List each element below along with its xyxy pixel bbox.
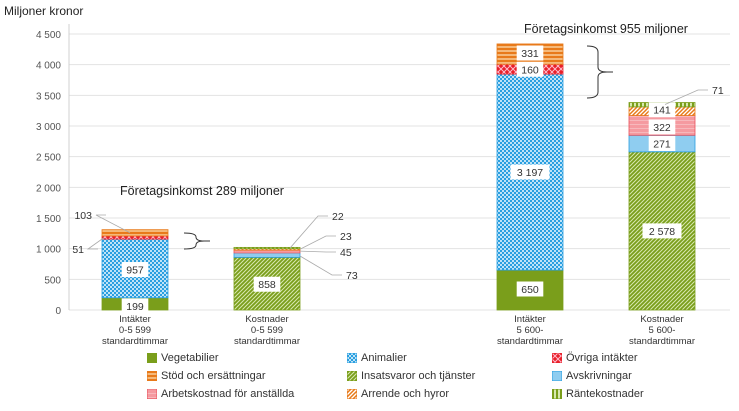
- legend-label: Övriga intäkter: [566, 352, 638, 364]
- leader-line: [299, 235, 336, 250]
- legend-item: Övriga intäkter: [552, 352, 638, 364]
- y-tick-label: 2 000: [36, 183, 61, 194]
- data-label: 957: [126, 265, 144, 277]
- leader-line: [86, 237, 105, 250]
- legend-item: Animalier: [347, 352, 407, 364]
- data-label: 160: [521, 64, 539, 76]
- data-label-box: [516, 61, 544, 77]
- x-tick-label: 5 600-: [517, 325, 544, 336]
- y-tick-label: 2 500: [36, 153, 61, 164]
- data-label-box: [648, 119, 676, 135]
- legend-label: Arbetskostnad för anställda: [161, 388, 295, 400]
- x-tick-label: standardtimmar: [629, 336, 695, 347]
- legend-item: Arrende och hyror: [347, 388, 449, 400]
- legend-swatch-icon: [347, 353, 357, 363]
- data-label: 271: [653, 138, 671, 150]
- legend-swatch-icon: [552, 353, 562, 363]
- bar-segment: [233, 252, 301, 258]
- legend-swatch-icon: [147, 371, 157, 381]
- legend-label: Stöd och ersättningar: [161, 370, 266, 382]
- leader-line: [95, 214, 131, 234]
- data-label: 858: [258, 279, 276, 291]
- legend-item: Räntekostnader: [552, 388, 644, 400]
- x-tick-label: 5 600-: [649, 325, 676, 336]
- x-tick-label: Kostnader: [640, 314, 683, 325]
- data-label-box: [121, 298, 149, 314]
- data-label: 322: [653, 122, 671, 134]
- y-tick-label: 3 500: [36, 91, 61, 102]
- legend-label: Insatsvaror och tjänster: [361, 370, 476, 382]
- data-label-box: [516, 45, 544, 61]
- bar-segment: [233, 246, 301, 250]
- data-label: 22: [332, 211, 344, 223]
- legend-swatch-icon: [347, 389, 357, 399]
- x-tick-label: Intäkter: [514, 314, 546, 325]
- data-label: 199: [126, 301, 144, 313]
- legend-item: Vegetabilier: [147, 352, 219, 364]
- y-tick-label: 4 000: [36, 61, 61, 72]
- legend-item: Arbetskostnad för anställda: [147, 388, 294, 400]
- brace-icon: [586, 45, 613, 99]
- y-tick-label: 3 000: [36, 122, 61, 133]
- legend-item: Avskrivningar: [552, 370, 632, 382]
- data-label-box: [648, 102, 676, 118]
- data-label: 71: [712, 85, 724, 97]
- data-label-box: [648, 135, 676, 151]
- data-label: 51: [72, 244, 84, 256]
- legend-swatch-icon: [347, 371, 357, 381]
- y-tick-label: 500: [44, 275, 61, 286]
- legend-label: Animalier: [361, 352, 407, 364]
- x-tick-label: Kostnader: [245, 314, 288, 325]
- legend-item: Stöd och ersättningar: [147, 370, 266, 382]
- x-tick-label: 0-5 599: [251, 325, 283, 336]
- data-label: 650: [521, 284, 539, 296]
- legend-label: Vegetabilier: [161, 352, 219, 364]
- data-label-box: [121, 262, 149, 278]
- x-tick-label: standardtimmar: [234, 336, 300, 347]
- y-tick-label: 1 500: [36, 214, 61, 225]
- annotation-text: Företagsinkomst 289 miljoner: [120, 184, 284, 198]
- y-tick-label: 0: [55, 306, 61, 317]
- legend-swatch-icon: [147, 353, 157, 363]
- legend-swatch-icon: [552, 371, 562, 381]
- bar-segment: [233, 249, 301, 254]
- legend-swatch-icon: [552, 389, 562, 399]
- leader-line: [299, 255, 342, 276]
- legend-label: Räntekostnader: [566, 388, 644, 400]
- data-label-box: [642, 223, 682, 239]
- data-label: 103: [74, 210, 92, 222]
- data-label: 2 578: [649, 226, 675, 238]
- bar-segment: [101, 235, 169, 240]
- data-label-box: [516, 281, 544, 297]
- x-tick-label: 0-5 599: [119, 325, 151, 336]
- data-label: 45: [340, 247, 352, 259]
- y-tick-label: 4 500: [36, 30, 61, 41]
- x-tick-label: standardtimmar: [497, 336, 563, 347]
- legend-item: Insatsvaror och tjänster: [347, 370, 475, 382]
- legend-label: Avskrivningar: [566, 370, 632, 382]
- x-tick-label: standardtimmar: [102, 336, 168, 347]
- leader-line: [289, 215, 328, 249]
- data-label: 141: [653, 105, 671, 117]
- leader-line: [299, 250, 336, 253]
- leader-line: [664, 89, 708, 105]
- legend-label: Arrende och hyror: [361, 388, 450, 400]
- annotation-text: Företagsinkomst 955 miljoner: [524, 22, 688, 36]
- data-label: 3 197: [517, 167, 543, 179]
- brace-icon: [183, 232, 210, 250]
- bar-segment: [101, 229, 169, 237]
- x-tick-label: Intäkter: [119, 314, 151, 325]
- y-tick-label: 1 000: [36, 245, 61, 256]
- data-label-box: [510, 164, 550, 180]
- data-label: 331: [521, 48, 539, 60]
- plot-area: 0 500 1 000 1 500 2 000 2 500 3 000 3 500 4 000 4…: [36, 22, 730, 347]
- data-label-box: [253, 276, 281, 292]
- data-label: 73: [346, 270, 358, 282]
- data-label: 23: [340, 231, 352, 243]
- legend-swatch-icon: [147, 389, 157, 399]
- y-axis-title: Miljoner kronor: [4, 4, 84, 18]
